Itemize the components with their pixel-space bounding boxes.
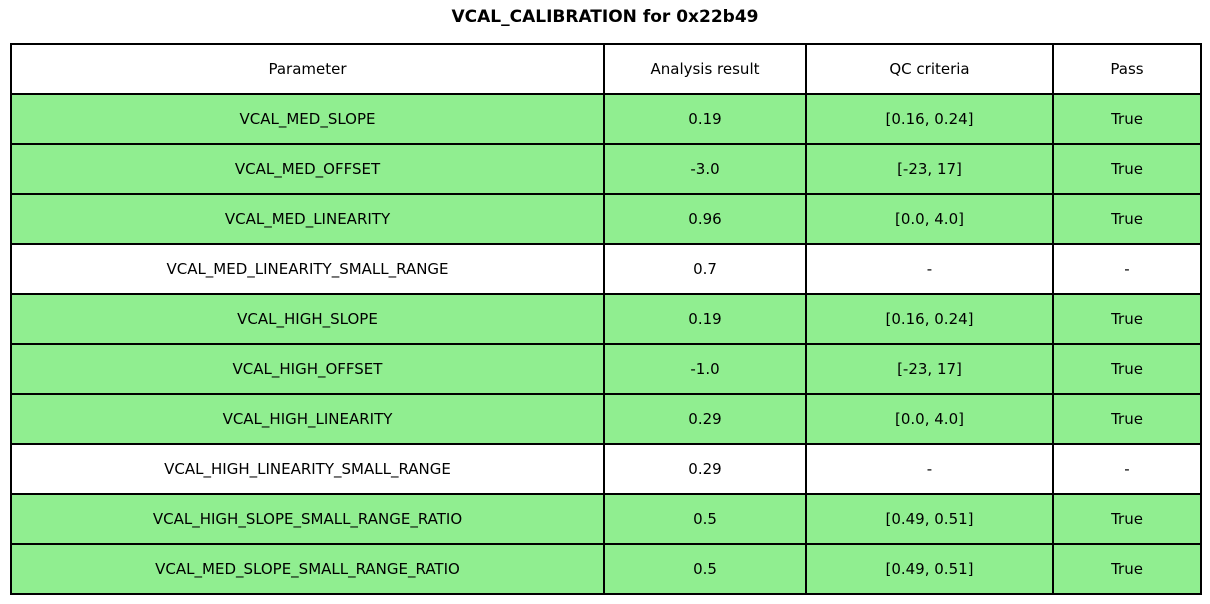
analysis-result-cell: 0.5	[603, 493, 807, 545]
qc-table-header: Parameter Analysis result QC criteria Pa…	[10, 43, 1202, 95]
figure-title: VCAL_CALIBRATION for 0x22b49	[451, 7, 759, 27]
analysis-result-cell: 0.19	[603, 93, 807, 145]
analysis-result-cell: 0.19	[603, 293, 807, 345]
analysis-result-cell: -3.0	[603, 143, 807, 195]
parameter-cell: VCAL_MED_LINEARITY	[10, 193, 605, 245]
qc-criteria-cell: [-23, 17]	[805, 343, 1054, 395]
table-row: VCAL_MED_SLOPE_SMALL_RANGE_RATIO 0.5 [0.49…	[10, 543, 1202, 595]
pass-cell: True	[1052, 493, 1202, 545]
table-row: VCAL_HIGH_LINEARITY_SMALL_RANGE 0.29- -	[10, 443, 1202, 495]
analysis-result-cell: 0.29	[603, 443, 807, 495]
pass-cell: True	[1052, 93, 1202, 145]
analysis-result-cell: -1.0	[603, 343, 807, 395]
table-row: VCAL_HIGH_SLOPE 0.19 [0.16, 0.24] True	[10, 293, 1202, 345]
parameter-cell: VCAL_MED_SLOPE	[10, 93, 605, 145]
qc-table-body: VCAL_MED_SLOPE 0.19 [0.16, 0.24] True VCAL_M…	[10, 93, 1202, 595]
qc-criteria-cell: -	[805, 243, 1054, 295]
qc-criteria-cell: [0.16, 0.24]	[805, 293, 1054, 345]
pass-cell: True	[1052, 343, 1202, 395]
parameter-cell: VCAL_HIGH_SLOPE	[10, 293, 605, 345]
qc-table: Parameter Analysis result QC criteria Pa…	[10, 43, 1202, 595]
table-row: VCAL_HIGH_SLOPE_SMALL_RANGE_RATIO 0.5 [0.4…	[10, 493, 1202, 545]
qc-criteria-cell: [-23, 17]	[805, 143, 1054, 195]
qc-criteria-cell: -	[805, 443, 1054, 495]
table-row: VCAL_MED_SLOPE 0.19 [0.16, 0.24] True	[10, 93, 1202, 145]
pass-cell: -	[1052, 243, 1202, 295]
parameter-cell: VCAL_MED_LINEARITY_SMALL_RANGE	[10, 243, 605, 295]
pass-cell: True	[1052, 193, 1202, 245]
qc-criteria-cell: [0.49, 0.51]	[805, 543, 1054, 595]
table-row: VCAL_MED_LINEARITY 0.96 [0.0, 4.0] True	[10, 193, 1202, 245]
column-header-parameter: Parameter	[10, 43, 605, 95]
qc-criteria-cell: [0.49, 0.51]	[805, 493, 1054, 545]
parameter-cell: VCAL_HIGH_LINEARITY	[10, 393, 605, 445]
parameter-cell: VCAL_HIGH_LINEARITY_SMALL_RANGE	[10, 443, 605, 495]
column-header-pass: Pass	[1052, 43, 1202, 95]
analysis-result-cell: 0.7	[603, 243, 807, 295]
table-row: VCAL_MED_LINEARITY_SMALL_RANGE 0.7- -	[10, 243, 1202, 295]
analysis-result-cell: 0.29	[603, 393, 807, 445]
pass-cell: True	[1052, 393, 1202, 445]
qc-criteria-cell: [0.0, 4.0]	[805, 393, 1054, 445]
table-row: VCAL_MED_OFFSET -3.0 [-23, 17] True	[10, 143, 1202, 195]
table-row: VCAL_HIGH_LINEARITY 0.29 [0.0, 4.0] True	[10, 393, 1202, 445]
analysis-result-cell: 0.96	[603, 193, 807, 245]
parameter-cell: VCAL_MED_SLOPE_SMALL_RANGE_RATIO	[10, 543, 605, 595]
qc-criteria-cell: [0.0, 4.0]	[805, 193, 1054, 245]
header-row: Parameter Analysis result QC criteria Pa…	[10, 43, 1202, 95]
column-header-analysis-result: Analysis result	[603, 43, 807, 95]
qc-criteria-cell: [0.16, 0.24]	[805, 93, 1054, 145]
analysis-result-cell: 0.5	[603, 543, 807, 595]
pass-cell: -	[1052, 443, 1202, 495]
pass-cell: True	[1052, 543, 1202, 595]
column-header-qc-criteria: QC criteria	[805, 43, 1054, 95]
pass-cell: True	[1052, 143, 1202, 195]
parameter-cell: VCAL_MED_OFFSET	[10, 143, 605, 195]
parameter-cell: VCAL_HIGH_OFFSET	[10, 343, 605, 395]
pass-cell: True	[1052, 293, 1202, 345]
parameter-cell: VCAL_HIGH_SLOPE_SMALL_RANGE_RATIO	[10, 493, 605, 545]
table-row: VCAL_HIGH_OFFSET -1.0 [-23, 17] True	[10, 343, 1202, 395]
